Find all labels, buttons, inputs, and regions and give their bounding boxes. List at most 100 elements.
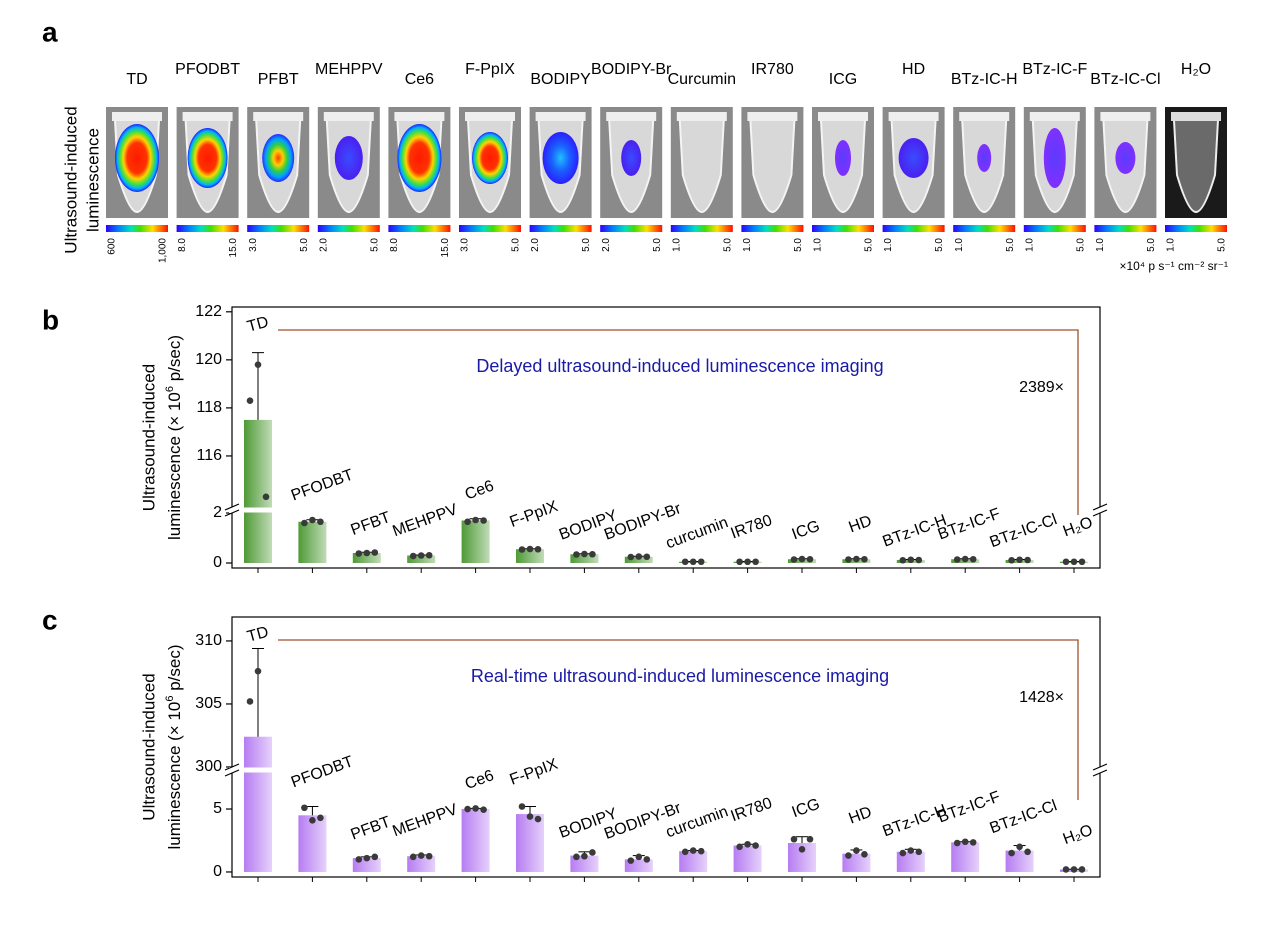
tube-image bbox=[1094, 107, 1157, 218]
data-point bbox=[425, 551, 433, 559]
category-label: MEHPPV bbox=[390, 501, 460, 540]
ylabel-line: Ultrasound-induced bbox=[139, 673, 158, 820]
tube-image bbox=[529, 107, 592, 218]
data-point bbox=[262, 493, 270, 501]
data-point bbox=[790, 835, 798, 843]
tube-label: BODIPY bbox=[530, 71, 591, 88]
data-point bbox=[301, 519, 308, 527]
data-point bbox=[355, 856, 363, 863]
data-point bbox=[581, 852, 588, 860]
tube-cap bbox=[465, 112, 515, 121]
tube-label: PFBT bbox=[258, 71, 299, 88]
colorbar bbox=[317, 225, 380, 232]
y-tick-label: 116 bbox=[196, 447, 222, 464]
annotation: Real-time ultrasound-induced luminescenc… bbox=[471, 666, 889, 686]
tube-cap bbox=[959, 112, 1010, 121]
category-label: H₂O bbox=[1061, 822, 1095, 848]
tube-label: BTz-IC-Cl bbox=[1090, 71, 1160, 88]
data-point bbox=[915, 848, 923, 856]
scale-max: 5.0 bbox=[722, 238, 733, 252]
scale-min: 2.0 bbox=[318, 238, 329, 252]
unit-label: ×10⁴ p s⁻¹ cm⁻² sr⁻¹ bbox=[1119, 259, 1228, 273]
y-tick-label: 118 bbox=[196, 399, 222, 416]
tube-label: IR780 bbox=[751, 61, 794, 78]
tube-label: Curcumin bbox=[668, 71, 736, 88]
colorbar bbox=[459, 225, 521, 232]
data-point bbox=[363, 549, 371, 557]
tube-cap bbox=[888, 112, 939, 121]
category-label: curcumin bbox=[664, 514, 731, 552]
tube-label: MEHPPV bbox=[315, 61, 383, 78]
panel-letter: b bbox=[42, 304, 59, 335]
category-label: PFODBT bbox=[289, 753, 356, 791]
tube-label: BTz-IC-H bbox=[951, 71, 1018, 88]
signal bbox=[397, 124, 442, 192]
tube-cap bbox=[747, 112, 798, 121]
colorbar bbox=[388, 225, 451, 232]
colorbar bbox=[1023, 225, 1086, 232]
data-point bbox=[371, 853, 379, 861]
data-point bbox=[518, 546, 526, 553]
colorbar bbox=[176, 225, 239, 232]
data-point bbox=[744, 558, 751, 566]
data-point bbox=[526, 813, 534, 820]
data-point bbox=[861, 555, 868, 563]
data-point bbox=[744, 840, 751, 848]
data-point bbox=[254, 667, 262, 675]
bar bbox=[298, 521, 327, 563]
category-label: IR780 bbox=[729, 795, 775, 826]
data-point bbox=[798, 555, 806, 563]
data-point bbox=[581, 550, 588, 558]
signal bbox=[115, 124, 159, 192]
colorbar bbox=[106, 225, 168, 232]
scale-min: 1.0 bbox=[1166, 238, 1177, 252]
scale-min: 600 bbox=[107, 238, 118, 255]
tube-image bbox=[176, 107, 239, 218]
tube-cap bbox=[1171, 112, 1221, 121]
data-point bbox=[915, 556, 923, 564]
tube-label: F-PpIX bbox=[465, 61, 515, 78]
data-point bbox=[627, 553, 635, 561]
signal bbox=[1043, 128, 1066, 188]
colorbar bbox=[741, 225, 804, 232]
tube-cap bbox=[182, 112, 233, 121]
axis-break bbox=[1092, 769, 1108, 777]
bar bbox=[516, 814, 544, 872]
tube-image bbox=[812, 107, 874, 218]
category-label: HD bbox=[847, 804, 875, 828]
scale-max: 5.0 bbox=[1075, 238, 1086, 252]
scale-max: 5.0 bbox=[369, 238, 380, 252]
data-point bbox=[736, 843, 743, 851]
ylabel-line: luminescence bbox=[83, 128, 102, 232]
data-point bbox=[969, 839, 977, 846]
y-tick-label: 0 bbox=[213, 554, 222, 571]
data-point bbox=[301, 804, 308, 812]
tube-image bbox=[953, 107, 1016, 218]
panel-letter: c bbox=[42, 604, 58, 635]
signal bbox=[187, 128, 228, 188]
y-tick-label: 300 bbox=[195, 758, 222, 775]
axis-break-gap bbox=[1097, 767, 1103, 773]
colorbar bbox=[529, 225, 592, 232]
panel-a-ylabel: Ultrasound-induced luminescence bbox=[61, 106, 102, 253]
tube-label: BTz-IC-F bbox=[1022, 61, 1087, 78]
y-tick-label: 5 bbox=[213, 800, 222, 817]
category-label: F-PpIX bbox=[508, 498, 561, 531]
ylabel-sup: 6 bbox=[164, 696, 176, 702]
tube-cap bbox=[112, 112, 162, 121]
data-point bbox=[635, 853, 643, 861]
scale-max: 15.0 bbox=[228, 238, 239, 258]
data-point bbox=[790, 556, 798, 563]
y-tick-label: 120 bbox=[195, 351, 222, 368]
tube-image bbox=[882, 107, 945, 218]
scale-max: 5.0 bbox=[864, 238, 875, 252]
data-point bbox=[589, 550, 596, 558]
y-axis-label: Ultrasound-induced luminescence (× 106 p/… bbox=[139, 644, 184, 849]
tube-image bbox=[600, 107, 663, 218]
ylabel-part: luminescence (× 10 bbox=[165, 702, 184, 850]
data-point bbox=[573, 551, 580, 558]
scale-min: 1.0 bbox=[1024, 238, 1035, 252]
colorbar bbox=[1165, 225, 1227, 232]
ylabel-part: p/sec) bbox=[165, 335, 184, 386]
